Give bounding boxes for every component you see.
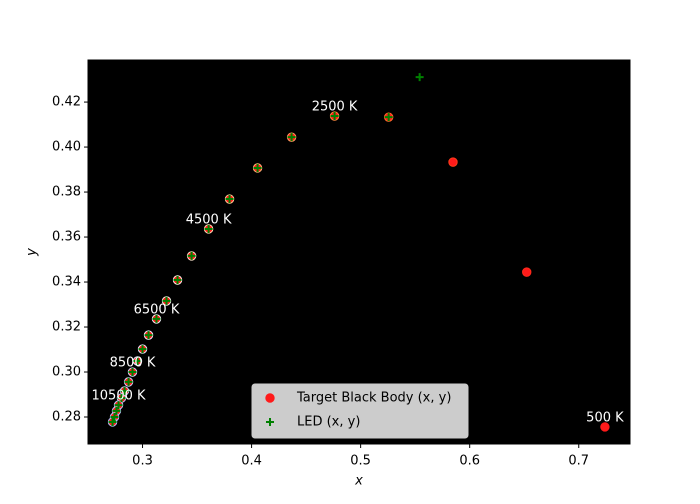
plot-frame bbox=[87, 59, 631, 445]
data-point bbox=[152, 314, 161, 323]
y-tick-label: 0.38 bbox=[52, 185, 81, 200]
data-point bbox=[112, 406, 121, 415]
data-point bbox=[415, 73, 424, 82]
y-tick-label: 0.28 bbox=[52, 410, 81, 425]
data-point bbox=[138, 345, 147, 354]
x-tick-label: 0.5 bbox=[350, 454, 371, 469]
x-tick-label: 0.3 bbox=[132, 454, 153, 469]
data-point bbox=[253, 163, 262, 172]
data-point bbox=[133, 356, 142, 365]
data-point bbox=[173, 276, 182, 285]
y-tick-label: 0.30 bbox=[52, 365, 81, 380]
annotation: 6500 K bbox=[134, 302, 180, 317]
y-tick-label: 0.32 bbox=[52, 320, 81, 335]
x-tick-label: 0.7 bbox=[568, 454, 589, 469]
annotation: 8500 K bbox=[110, 356, 156, 371]
x-axis-label: x bbox=[354, 474, 363, 489]
y-axis-label: y bbox=[25, 248, 40, 257]
y-tick-label: 0.42 bbox=[52, 95, 81, 110]
data-point bbox=[120, 386, 129, 395]
legend-label: LED (x, y) bbox=[297, 415, 360, 430]
data-point bbox=[522, 267, 532, 277]
annotation: 10500 K bbox=[92, 389, 146, 404]
data-point bbox=[600, 422, 610, 432]
data-point bbox=[448, 157, 458, 167]
data-point bbox=[114, 401, 123, 410]
data-point bbox=[124, 377, 133, 386]
data-point bbox=[287, 133, 296, 142]
annotation: 4500 K bbox=[186, 212, 232, 227]
legend-label: Target Black Body (x, y) bbox=[296, 391, 451, 406]
data-point bbox=[110, 413, 119, 422]
data-point bbox=[187, 251, 196, 260]
data-point bbox=[384, 113, 393, 122]
legend-box bbox=[251, 383, 469, 439]
plot-area bbox=[88, 60, 630, 444]
y-tick-label: 0.40 bbox=[52, 140, 81, 155]
y-tick-label: 0.34 bbox=[52, 275, 81, 290]
y-tick-label: 0.36 bbox=[52, 230, 81, 245]
legend-marker bbox=[266, 418, 274, 426]
data-point bbox=[204, 224, 213, 233]
x-tick-label: 0.6 bbox=[459, 454, 480, 469]
data-point bbox=[162, 296, 171, 305]
data-point bbox=[144, 331, 153, 340]
annotation: 2500 K bbox=[312, 100, 358, 115]
legend-marker bbox=[265, 393, 275, 403]
data-point bbox=[108, 417, 117, 426]
data-point bbox=[128, 368, 137, 377]
annotation: 500 K bbox=[586, 410, 624, 425]
data-point bbox=[117, 394, 126, 403]
data-point bbox=[225, 195, 234, 204]
data-point bbox=[330, 112, 339, 121]
x-tick-label: 0.4 bbox=[241, 454, 262, 469]
